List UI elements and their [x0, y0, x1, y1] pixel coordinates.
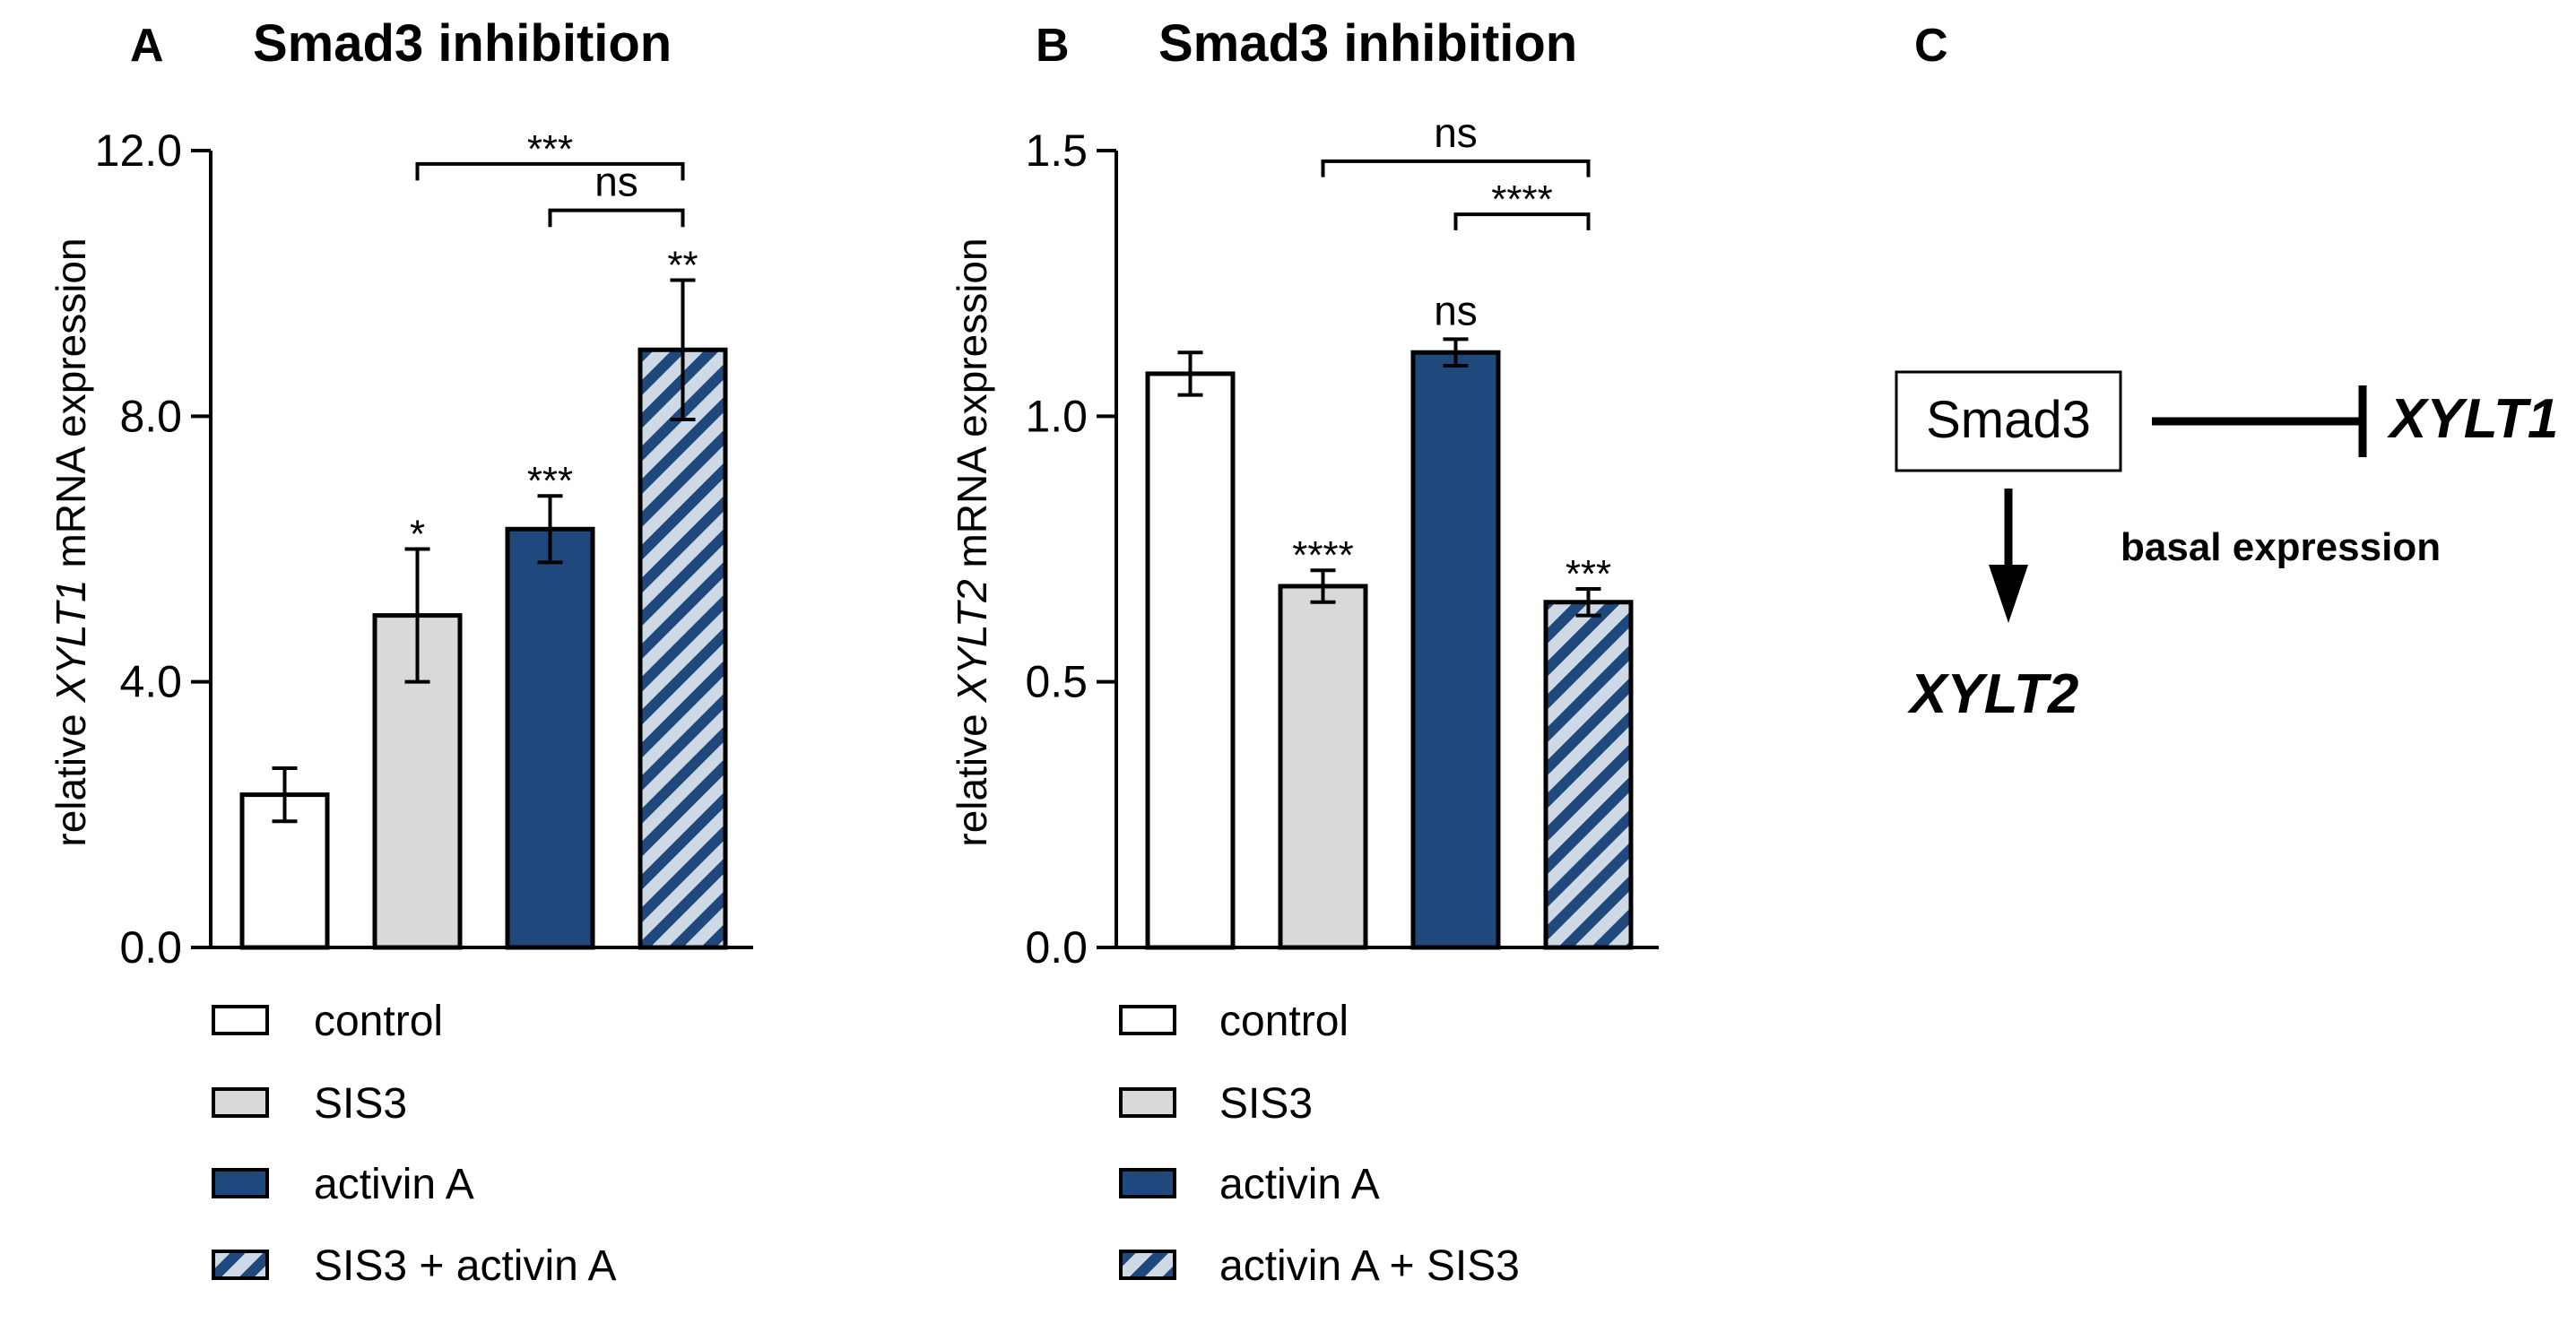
panel-a-y-tick-label: 4.0	[119, 657, 182, 707]
panel-a-legend: control SIS3 activin A SIS3 + activin A	[212, 998, 617, 1290]
panel-b-legend-swatch	[1119, 1168, 1176, 1198]
panel-a-letter: A	[130, 20, 164, 72]
activation-arrowhead	[1989, 565, 2028, 623]
panel-b-legend-label: activin A + SIS3	[1219, 1242, 1520, 1290]
panel-b-bar-activin-a	[1410, 350, 1501, 950]
xylt2-gene: XYLT2	[1907, 663, 2078, 725]
smad3-label: Smad3	[1926, 391, 2091, 449]
panel-a-legend-label: SIS3 + activin A	[314, 1242, 617, 1290]
svg-text:relative XYLT1 mRNA expression: relative XYLT1 mRNA expression	[48, 238, 94, 846]
panel-a-bar-significance: ***	[527, 459, 573, 503]
panel-a-bracket-label: ***	[527, 127, 573, 171]
panel-a-legend-label: control	[314, 998, 443, 1045]
panel-b-bar-significance: ***	[1566, 552, 1611, 596]
panel-a-bar-significance: *	[410, 513, 425, 557]
panel-b-legend-swatch	[1119, 1250, 1176, 1280]
panel-b-y-axis-label: relative XYLT2 mRNA expression	[949, 238, 995, 846]
panel-a-significance-bracket	[415, 161, 685, 181]
panel-b-bar-control	[1145, 371, 1236, 950]
panel-b-ylabel-post: mRNA expression	[949, 238, 995, 579]
panel-a-title: Smad3 inhibition	[253, 14, 672, 73]
panel-b-bracket-label: ****	[1491, 177, 1553, 221]
panel-a-ylabel-pre: relative	[48, 703, 94, 847]
panel-b-plot: 0.0 0.5 1.0 1.5 **** ns *** ns ****	[1025, 109, 1659, 973]
panel-a-y-tick-label: 8.0	[119, 391, 182, 441]
panel-b-legend: control SIS3 activin A activin A + SIS3	[1119, 998, 1520, 1290]
panel-a-bar-significance: **	[667, 243, 698, 287]
panel-b-bar-significance: ****	[1292, 533, 1354, 577]
panel-b-bar-significance: ns	[1434, 287, 1478, 333]
panel-b-ylabel-pre: relative	[949, 703, 995, 847]
panel-c-letter: C	[1914, 20, 1948, 72]
panel-b: B Smad3 inhibition relative XYLT2 mRNA e…	[949, 14, 1659, 1290]
panel-a-legend-swatch	[212, 1168, 269, 1198]
panel-a-y-axis-label: relative XYLT1 mRNA expression	[48, 238, 94, 846]
panel-a-legend-swatch	[212, 1005, 269, 1035]
panel-a-bar-activin-a	[505, 526, 595, 950]
xylt1-gene: XYLT1	[2387, 388, 2558, 450]
panel-b-bar-activin-a-sis3	[1543, 600, 1634, 950]
panel-a-significance-bracket	[548, 208, 685, 228]
panel-b-y-tick-label: 0.5	[1025, 657, 1088, 707]
panel-a-y-tick-label: 0.0	[119, 922, 182, 973]
basal-expression-label: basal expression	[2121, 525, 2441, 569]
smad3-box	[1895, 370, 2122, 472]
panel-a-bracket-label: ns	[594, 159, 638, 205]
panel-b-legend-swatch	[1119, 1087, 1176, 1118]
panel-b-legend-label: control	[1219, 998, 1349, 1045]
panel-b-legend-label: activin A	[1219, 1161, 1380, 1208]
panel-b-y-tick-label: 1.0	[1025, 391, 1088, 441]
panel-b-y-tick-label: 0.0	[1025, 922, 1088, 973]
panel-b-letter: B	[1036, 20, 1070, 72]
panel-a-legend-swatch	[212, 1087, 269, 1118]
panel-b-bar-sis3	[1278, 584, 1368, 950]
panel-b-legend-label: SIS3	[1219, 1080, 1313, 1128]
panel-a-legend-swatch	[212, 1250, 269, 1280]
panel-b-title: Smad3 inhibition	[1158, 14, 1577, 73]
panel-c: C Smad3 XYLT1 basal expression XYLT2	[1895, 20, 2558, 725]
panel-a-legend-label: activin A	[314, 1161, 474, 1208]
panel-a-ylabel-gene: XYLT1	[48, 579, 94, 703]
panel-a-ylabel-post: mRNA expression	[48, 238, 94, 579]
panel-b-y-tick-label: 1.5	[1025, 125, 1088, 176]
panel-b-legend-swatch	[1119, 1005, 1176, 1035]
panel-a-plot: 0.04.08.012.0*********ns	[95, 125, 753, 973]
panel-a: A Smad3 inhibition relative XYLT1 mRNA e…	[48, 14, 753, 1290]
svg-text:relative XYLT2 mRNA expression: relative XYLT2 mRNA expression	[949, 238, 995, 846]
panel-a-bar-sis3-activin-a	[637, 347, 728, 950]
panel-a-legend-label: SIS3	[314, 1080, 407, 1128]
panel-b-ylabel-gene: XYLT2	[949, 579, 995, 703]
panel-b-significance-bracket	[1321, 159, 1591, 177]
panel-b-bracket-label: ns	[1434, 109, 1478, 156]
panel-a-y-tick-label: 12.0	[95, 125, 182, 176]
panel-b-significance-bracket	[1453, 212, 1591, 230]
